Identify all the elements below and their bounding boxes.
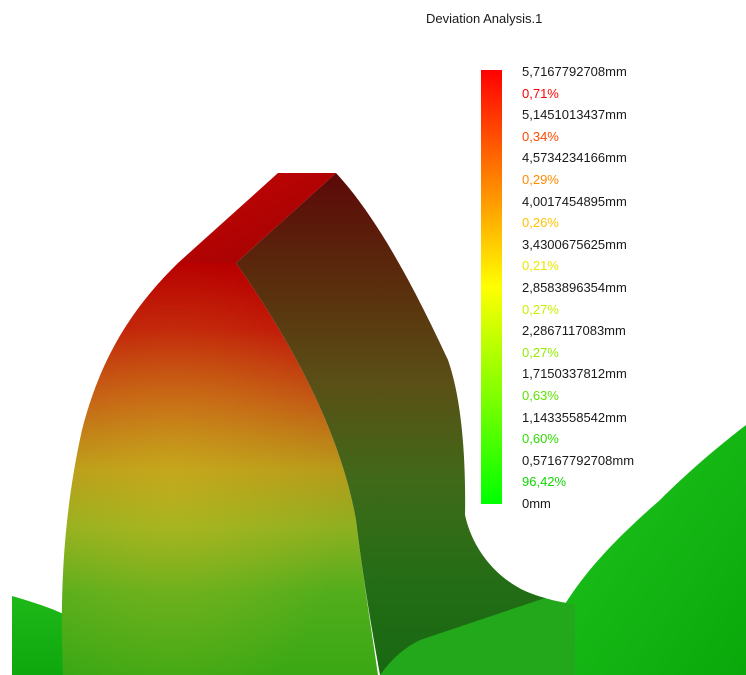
legend-value: 1,7150337812mm — [522, 366, 627, 382]
legend-percentage: 0,27% — [522, 301, 559, 317]
right-tooth-surface — [560, 425, 746, 675]
analysis-title: Deviation Analysis.1 — [426, 11, 543, 26]
legend-percentage: 0,21% — [522, 258, 559, 274]
base-surface — [12, 596, 70, 675]
legend-percentage: 0,27% — [522, 344, 559, 360]
legend-percentage: 0,29% — [522, 172, 559, 187]
legend-value: 3,4300675625mm — [522, 236, 627, 252]
tooth-top-chamfer — [178, 173, 336, 263]
legend-percentage: 0,26% — [522, 215, 559, 231]
legend-value: 4,0017454895mm — [522, 193, 627, 209]
legend-value: 5,1451013437mm — [522, 107, 627, 123]
legend-percentage: 96,42% — [522, 474, 567, 490]
legend-value: 2,8583896354mm — [522, 280, 627, 295]
tooth-left-highlight — [61, 263, 379, 675]
legend-percentage: 0,63% — [522, 388, 559, 403]
legend-percentage: 0,34% — [522, 128, 559, 144]
legend-percentage: 0,60% — [522, 431, 559, 447]
color-scale-bar — [481, 70, 502, 504]
legend-percentage: 0,71% — [522, 85, 559, 101]
legend-value: 5,7167792708mm — [522, 64, 627, 79]
tooth-right-face — [236, 173, 545, 675]
legend-value: 2,2867117083mm — [522, 323, 626, 339]
legend-value: 0,57167792708mm — [522, 452, 635, 468]
legend-value: 0mm — [522, 496, 551, 511]
legend-value: 4,5734234166mm — [522, 150, 627, 166]
legend-value: 1,1433558542mm — [522, 409, 627, 425]
